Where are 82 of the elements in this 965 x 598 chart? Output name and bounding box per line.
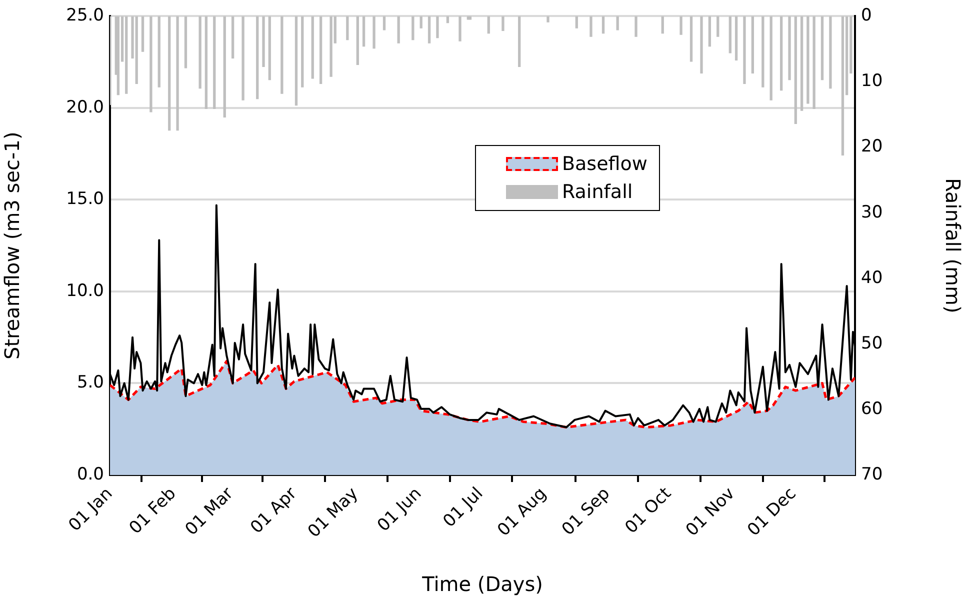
- x-tick-label: 01 Apr: [246, 484, 301, 538]
- bar: [382, 16, 386, 30]
- bar: [436, 16, 439, 38]
- bar: [362, 16, 366, 47]
- x-tick-label: 01 Jul: [439, 484, 488, 532]
- bar: [734, 16, 738, 60]
- y2-axis-title: Rainfall (mm): [940, 178, 965, 314]
- bar: [602, 16, 605, 34]
- bar: [700, 16, 703, 74]
- y-tick-label: 25.0: [66, 6, 104, 26]
- bar: [319, 16, 322, 84]
- x-tick-label: 01 Feb: [126, 484, 180, 538]
- bar: [397, 16, 400, 44]
- bar: [487, 16, 490, 34]
- bar: [800, 16, 804, 111]
- bar: [231, 16, 234, 58]
- bar: [812, 16, 816, 109]
- bar: [356, 16, 359, 66]
- bar: [412, 16, 414, 40]
- bar: [680, 16, 682, 35]
- bar: [502, 16, 504, 31]
- bar: [634, 16, 638, 37]
- y2-tick-label: 40: [861, 268, 883, 288]
- y-tick-label: 10.0: [66, 280, 104, 301]
- bar: [762, 16, 764, 88]
- legend-label: Baseflow: [562, 153, 648, 175]
- x-tick-label: 01 Mar: [181, 484, 238, 540]
- bar: [518, 16, 521, 67]
- y-tick-label: 0.0: [76, 464, 104, 484]
- y2-tick-label: 20: [861, 136, 883, 157]
- y-tick-label: 15.0: [66, 189, 104, 210]
- bar: [420, 16, 422, 28]
- x-tick-label: 01 Sep: [558, 484, 614, 540]
- bar: [256, 16, 259, 100]
- bar: [841, 16, 844, 156]
- bar: [661, 16, 664, 34]
- bar: [716, 16, 720, 37]
- bar: [770, 16, 772, 100]
- bar: [820, 16, 824, 80]
- y2-tick-label: 0: [861, 6, 872, 26]
- y2-tick-label: 50: [861, 333, 883, 354]
- y-tick-label: 20.0: [66, 97, 104, 118]
- legend-label: Rainfall: [562, 181, 633, 203]
- bar: [575, 16, 578, 28]
- x-tick-label: 01 Oct: [621, 484, 676, 538]
- bar: [794, 16, 797, 124]
- y-tick-label: 5.0: [76, 372, 104, 393]
- bar: [708, 16, 712, 47]
- x-tick-label: 01 Dec: [744, 484, 800, 540]
- bar: [428, 16, 431, 44]
- bar: [468, 16, 472, 20]
- y2-tick-label: 70: [861, 464, 883, 484]
- bar: [280, 16, 284, 94]
- bar: [806, 16, 810, 104]
- bar: [262, 16, 265, 67]
- bar: [330, 16, 332, 77]
- bar: [311, 16, 314, 79]
- y2-tick-label: 30: [861, 202, 883, 222]
- bar: [242, 16, 244, 100]
- bar: [268, 16, 271, 80]
- bar: [751, 16, 754, 74]
- x-tick-label: 01 Nov: [682, 484, 739, 540]
- bar: [829, 16, 832, 89]
- x-tick-label: 01 Jun: [374, 484, 426, 536]
- bar: [788, 16, 791, 80]
- bar: [590, 16, 592, 37]
- bar: [294, 16, 298, 106]
- bar: [372, 16, 376, 49]
- bar: [546, 16, 550, 22]
- y-axis-title: Streamflow (m3 sec-1): [0, 132, 24, 360]
- y2-tick-label: 60: [861, 398, 883, 419]
- bar: [616, 16, 619, 30]
- bar: [743, 16, 746, 84]
- bar: [728, 16, 732, 54]
- y2-tick-label: 10: [861, 71, 883, 92]
- bar: [458, 16, 462, 42]
- x-axis-title: Time (Days): [421, 572, 543, 596]
- x-tick-label: 01 Jan: [64, 484, 117, 536]
- bar: [346, 16, 349, 40]
- bar: [301, 16, 304, 88]
- bar: [780, 16, 783, 91]
- bar: [690, 16, 693, 62]
